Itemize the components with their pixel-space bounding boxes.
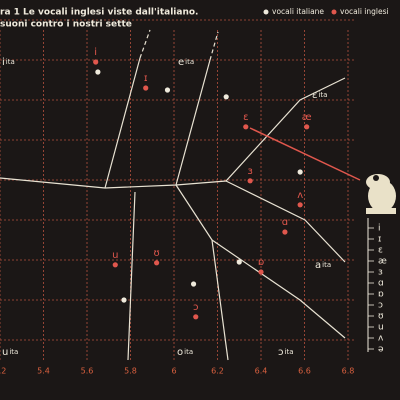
region-label: uita bbox=[2, 347, 18, 358]
point bbox=[236, 259, 242, 265]
x-tick-label: 5.2 bbox=[0, 367, 6, 376]
symbol-label: u bbox=[378, 323, 384, 333]
point bbox=[193, 314, 199, 320]
point bbox=[258, 269, 264, 275]
symbol-label: ɔ bbox=[378, 301, 383, 311]
point bbox=[95, 69, 101, 75]
point-label: ɑ bbox=[282, 217, 288, 228]
region-label: eita bbox=[178, 57, 194, 68]
symbol-label: ə bbox=[378, 345, 384, 355]
point-label: æ bbox=[302, 112, 312, 123]
x-tick-label: 5.4 bbox=[37, 367, 50, 376]
legend-marker bbox=[331, 9, 337, 15]
point bbox=[223, 94, 229, 100]
arrow bbox=[249, 127, 361, 181]
region-label: ɔita bbox=[278, 347, 293, 358]
point-label: ɪ bbox=[144, 73, 148, 84]
symbol-label: ɜ bbox=[378, 268, 383, 278]
region-label: iita bbox=[2, 57, 15, 68]
x-tick-label: 5.6 bbox=[81, 367, 94, 376]
point-label: ɜ bbox=[247, 166, 252, 177]
point bbox=[121, 297, 127, 303]
symbol-label: ʌ bbox=[378, 334, 384, 344]
region-label: ɛita bbox=[312, 90, 327, 101]
chart-subtitle: suoni contro i nostri sette bbox=[0, 20, 132, 30]
boundary bbox=[209, 31, 219, 61]
point bbox=[297, 169, 303, 175]
point bbox=[190, 281, 197, 287]
symbol-label: æ bbox=[378, 257, 387, 267]
x-tick-label: 6.4 bbox=[255, 367, 268, 376]
region-label: aita bbox=[315, 260, 331, 271]
point-label: ʊ bbox=[154, 248, 160, 259]
boundary bbox=[225, 180, 346, 263]
chart-title: ra 1 Le vocali inglesi viste dall'italia… bbox=[0, 8, 198, 18]
x-tick-label: 6.8 bbox=[342, 367, 355, 376]
point bbox=[112, 262, 118, 268]
symbol-label: ɪ bbox=[378, 235, 381, 245]
point bbox=[282, 229, 288, 235]
boundary bbox=[104, 57, 141, 189]
point bbox=[247, 178, 253, 184]
region-label: oita bbox=[177, 347, 193, 358]
point bbox=[304, 124, 310, 130]
boundary bbox=[211, 239, 346, 339]
voronoi-lines bbox=[0, 29, 346, 361]
boundary bbox=[127, 191, 136, 361]
point bbox=[93, 59, 99, 65]
boundary bbox=[139, 29, 151, 59]
symbol-label: i bbox=[378, 224, 381, 234]
point-label: u bbox=[112, 250, 118, 261]
point bbox=[243, 124, 249, 130]
point-label: i bbox=[94, 47, 97, 58]
symbol-label: ɑ bbox=[378, 279, 384, 289]
point-label: ʌ bbox=[297, 190, 303, 201]
symbol-label: ɒ bbox=[378, 290, 384, 300]
x-tick-label: 6.2 bbox=[211, 367, 224, 376]
legend-label: vocali italiane bbox=[272, 7, 324, 16]
point bbox=[164, 87, 171, 93]
x-tick-label: 6 bbox=[171, 367, 176, 376]
point-label: ɒ bbox=[258, 257, 264, 268]
point bbox=[143, 85, 149, 91]
point bbox=[154, 260, 160, 266]
point-label: ɛ bbox=[243, 112, 248, 123]
boundary bbox=[0, 77, 346, 189]
symbol-label: ʊ bbox=[378, 312, 384, 322]
point bbox=[297, 202, 303, 208]
symbol-label: ɛ bbox=[378, 246, 383, 256]
legend-marker bbox=[263, 9, 269, 15]
boundary bbox=[175, 59, 211, 186]
point-label: ɔ bbox=[193, 302, 199, 313]
frog bbox=[366, 174, 396, 214]
x-tick-label: 5.8 bbox=[124, 367, 137, 376]
legend-label: vocali inglesi bbox=[340, 7, 389, 16]
x-tick-label: 6.6 bbox=[298, 367, 311, 376]
